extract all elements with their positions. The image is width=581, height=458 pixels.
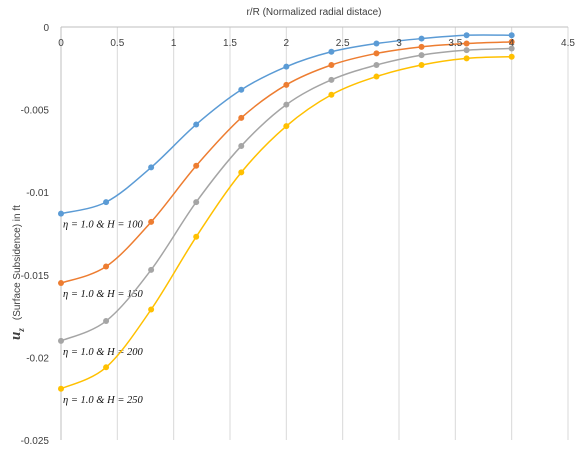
data-point xyxy=(238,169,245,176)
data-point xyxy=(103,318,110,325)
data-point xyxy=(238,142,245,149)
x-tick-label: 0 xyxy=(58,38,64,49)
data-point xyxy=(58,210,64,217)
x-tick-label: 3 xyxy=(396,38,402,49)
data-point xyxy=(418,52,425,59)
data-point xyxy=(463,32,470,39)
series-label: η = 1.0 & H = 200 xyxy=(63,347,144,358)
x-tick-label: 2.5 xyxy=(336,38,350,49)
data-point xyxy=(103,199,110,206)
data-point xyxy=(148,218,155,225)
y-tick-label: -0.015 xyxy=(21,271,50,282)
data-point xyxy=(283,123,290,130)
data-point xyxy=(148,164,155,171)
data-point xyxy=(373,61,380,68)
data-point xyxy=(418,43,425,50)
data-point xyxy=(418,61,425,68)
data-point xyxy=(418,35,425,42)
data-point xyxy=(148,266,155,273)
data-point xyxy=(508,32,515,39)
data-point xyxy=(508,53,515,60)
series-4: η = 1.0 & H = 250 xyxy=(58,53,515,406)
y-axis-symbol: u xyxy=(8,332,24,340)
data-point xyxy=(238,86,245,93)
tick-labels: 0 0.5 1 1.5 2 2.5 3 3.5 4 4.5 0 -0.005 -0.01 -0.015 -0… xyxy=(21,23,576,447)
series-group: η = 1.0 & H = 100 η = 1.0 & H = 150 η = 1.… xyxy=(58,32,515,406)
data-point xyxy=(238,114,245,121)
x-tick-label: 4 xyxy=(509,38,515,49)
data-point xyxy=(373,50,380,57)
data-point xyxy=(103,263,110,270)
y-axis-title: uz (Surface Subsidence) in ft xyxy=(8,205,26,340)
series-label: η = 1.0 & H = 100 xyxy=(63,220,144,231)
data-point xyxy=(283,101,290,108)
x-tick-label: 3.5 xyxy=(448,38,462,49)
data-point xyxy=(328,61,335,68)
data-point xyxy=(373,73,380,80)
x-axis-title: r/R (Normalized radial distace) xyxy=(246,7,381,18)
x-tick-label: 4.5 xyxy=(561,38,575,49)
data-point xyxy=(193,199,200,206)
y-axis-text: (Surface Subsidence) in ft xyxy=(12,205,23,320)
data-point xyxy=(58,385,64,392)
x-tick-label: 0.5 xyxy=(110,38,124,49)
y-tick-label: -0.01 xyxy=(26,188,49,199)
data-point xyxy=(508,38,515,45)
data-point xyxy=(463,47,470,54)
series-label: η = 1.0 & H = 150 xyxy=(63,289,144,300)
series-1: η = 1.0 & H = 100 xyxy=(58,32,515,231)
data-point xyxy=(103,364,110,371)
svg-text:uz(Surface Subsidence) in ft: uz (Surface Subsidence) in ft xyxy=(8,205,26,340)
data-point xyxy=(328,48,335,55)
x-tick-label: 2 xyxy=(284,38,290,49)
y-tick-label: 0 xyxy=(43,23,49,34)
data-point xyxy=(328,91,335,98)
data-point xyxy=(58,280,64,287)
data-point xyxy=(283,81,290,88)
data-point xyxy=(193,121,200,128)
data-point xyxy=(508,45,515,52)
data-point xyxy=(193,233,200,240)
y-tick-label: -0.025 xyxy=(21,436,50,447)
data-point xyxy=(328,76,335,83)
data-point xyxy=(148,306,155,313)
x-tick-label: 1.5 xyxy=(223,38,237,49)
data-point xyxy=(373,40,380,47)
grid-lines xyxy=(116,27,569,440)
data-point xyxy=(58,337,64,344)
y-tick-label: -0.02 xyxy=(26,353,49,364)
data-point xyxy=(463,55,470,62)
series-label: η = 1.0 & H = 250 xyxy=(63,395,144,406)
series-line xyxy=(60,47,512,342)
data-point xyxy=(463,40,470,47)
series-2: η = 1.0 & H = 150 xyxy=(58,38,515,300)
y-axis-subscript: z xyxy=(16,328,26,333)
x-tick-label: 1 xyxy=(171,38,177,49)
y-tick-label: -0.005 xyxy=(21,106,50,117)
data-point xyxy=(283,63,290,70)
data-point xyxy=(193,162,200,169)
series-line xyxy=(60,55,512,390)
series-3: η = 1.0 & H = 200 xyxy=(58,45,515,358)
axes xyxy=(60,26,568,440)
